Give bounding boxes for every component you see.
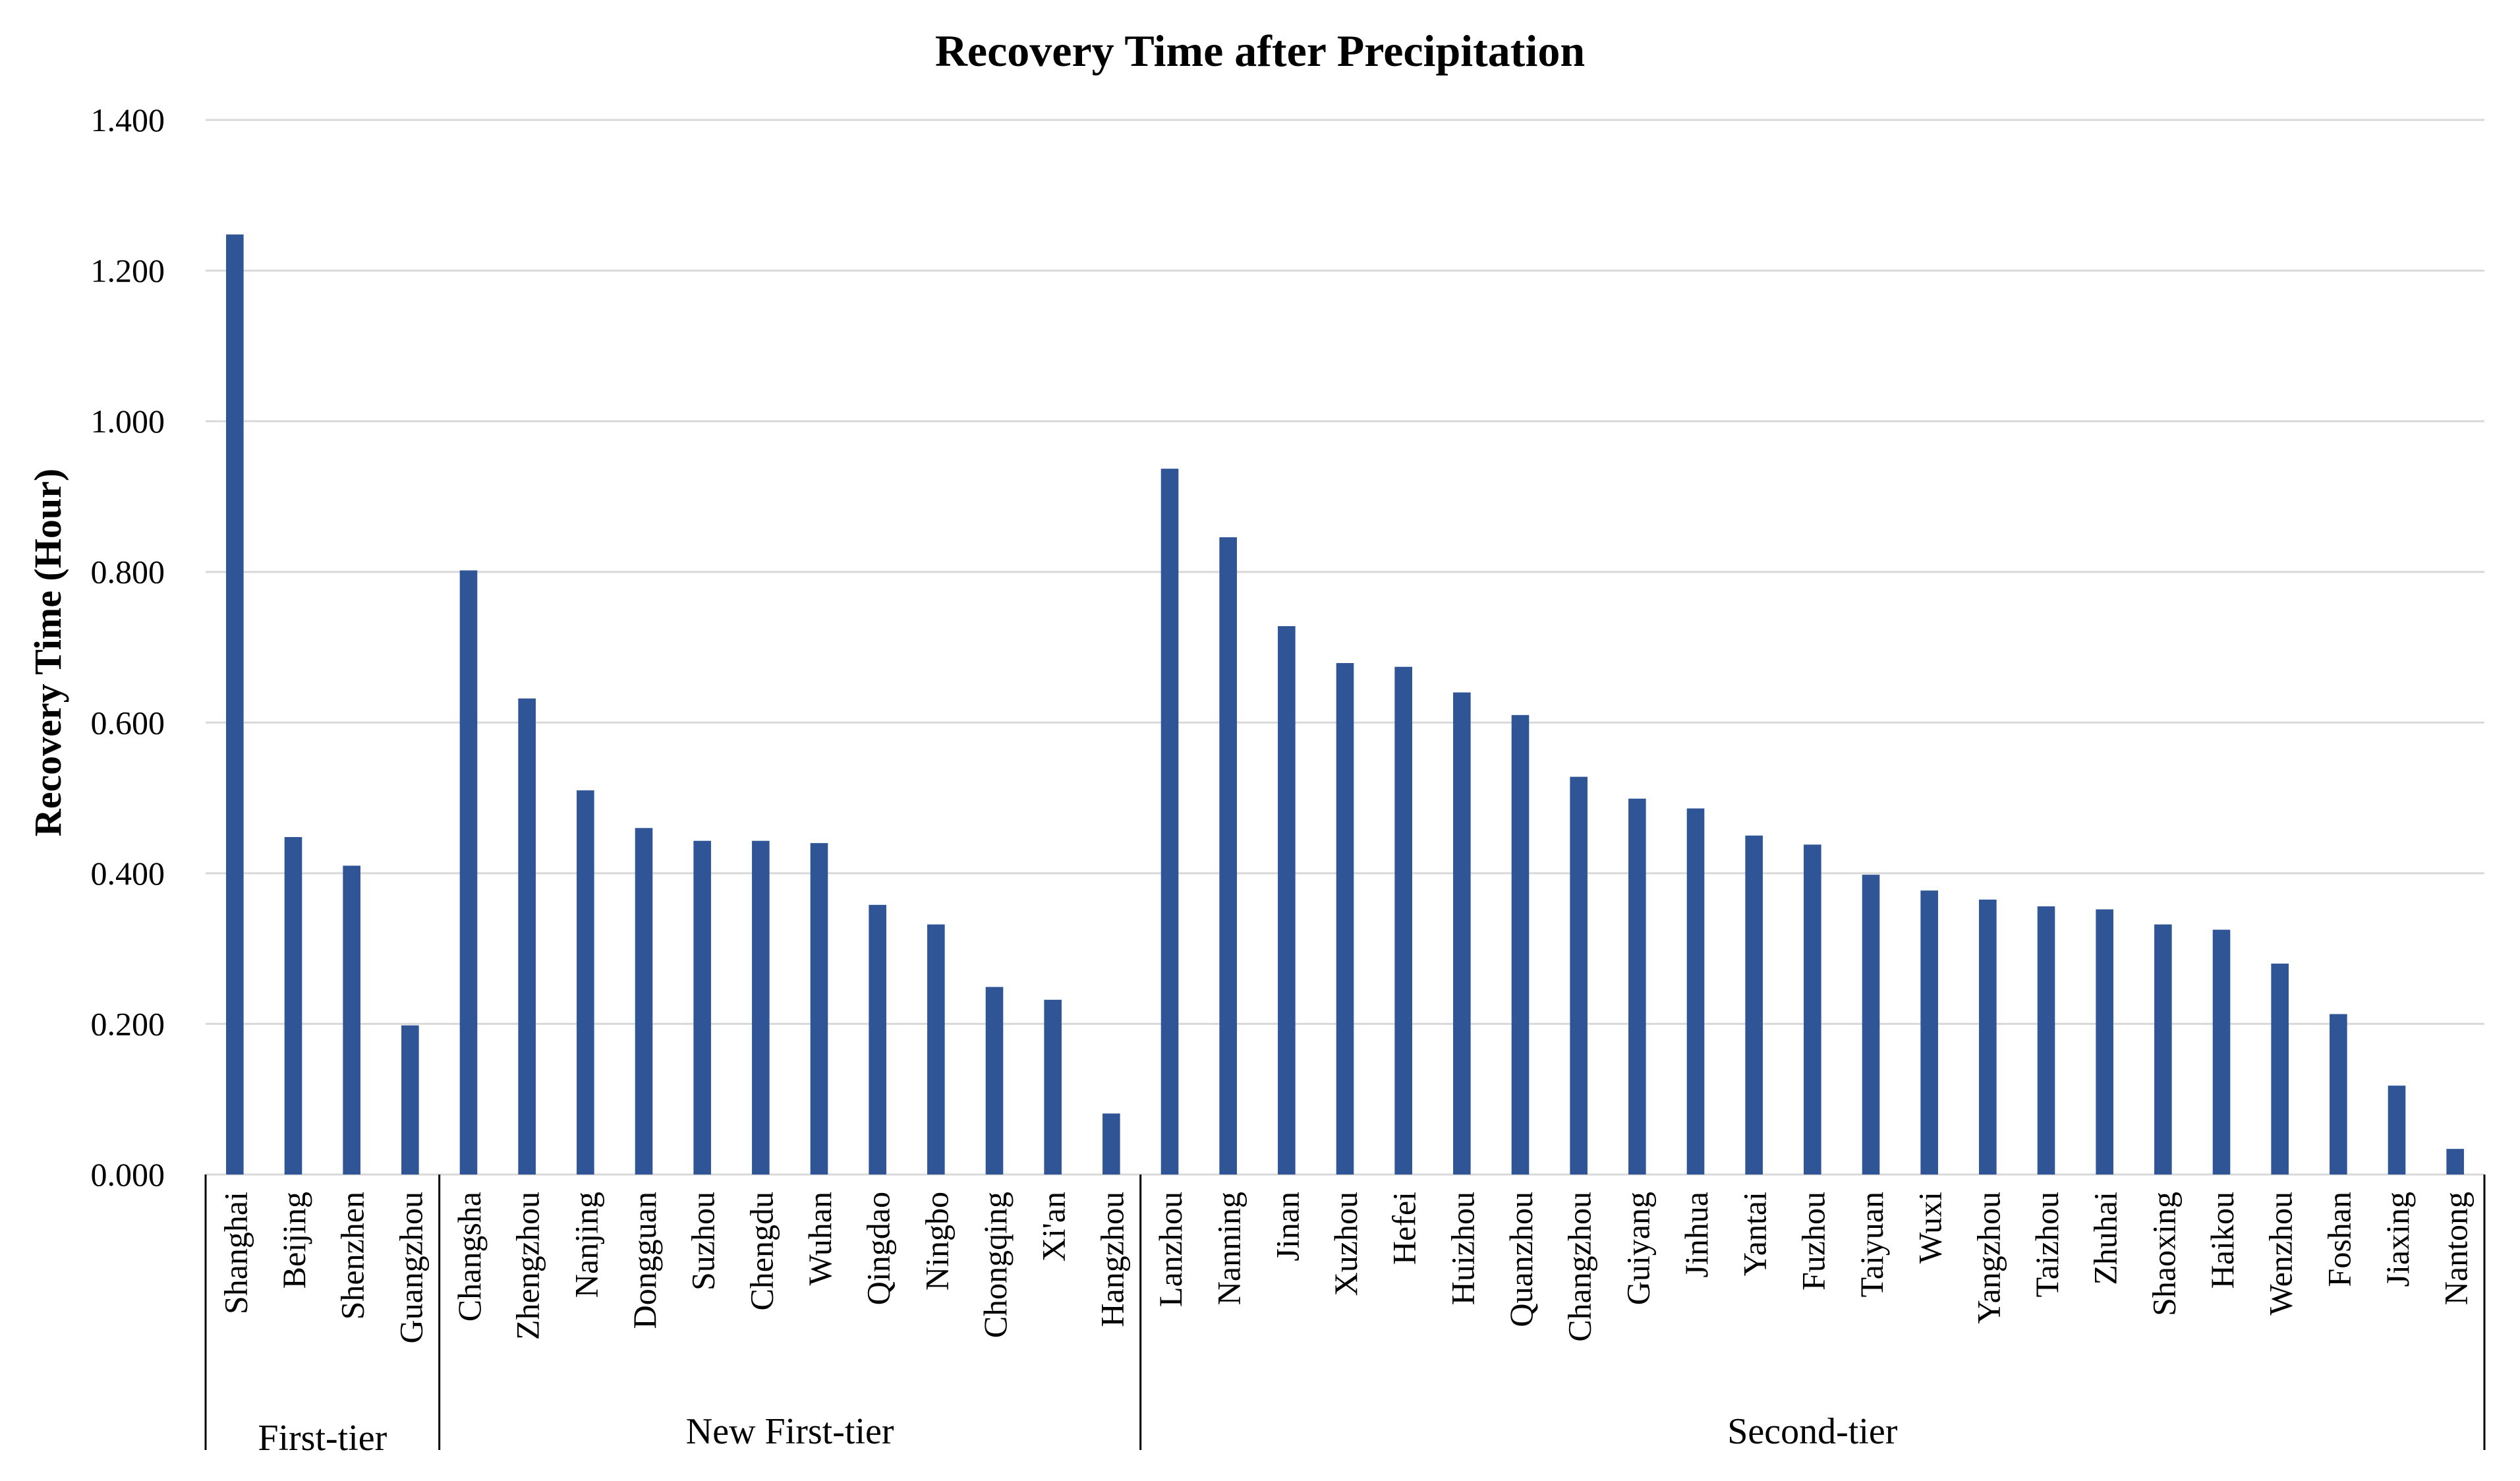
- y-tick-label: 0.400: [91, 855, 165, 892]
- group-label: First-tier: [258, 1418, 387, 1459]
- bar: [1979, 899, 1997, 1175]
- x-tick-label: Zhengzhou: [509, 1192, 546, 1340]
- bar: [1102, 1113, 1120, 1175]
- bar: [869, 904, 886, 1175]
- bar: [518, 698, 536, 1175]
- x-tick-label: Changsha: [451, 1192, 488, 1321]
- x-tick-label: Hefei: [1386, 1192, 1423, 1265]
- y-tick-label: 0.800: [91, 554, 165, 591]
- x-tick-label: Nantong: [2438, 1192, 2475, 1305]
- bar: [1862, 875, 1880, 1175]
- x-tick-label: Guiyang: [1619, 1192, 1656, 1305]
- x-tick-label: Xuzhou: [1327, 1192, 1364, 1296]
- bar: [2154, 924, 2172, 1175]
- x-tick-label: Ningbo: [918, 1192, 955, 1291]
- bar: [1686, 808, 1705, 1175]
- bar: [577, 790, 594, 1175]
- bar: [2446, 1149, 2464, 1175]
- bar: [284, 837, 302, 1175]
- x-tick-label: Jiaxing: [2379, 1192, 2416, 1287]
- x-tick-label: Quanzhou: [1503, 1192, 1539, 1327]
- x-tick-label: Xi'an: [1035, 1192, 1072, 1262]
- bar: [343, 865, 360, 1175]
- group-label: New First-tier: [686, 1411, 894, 1452]
- x-tick-label: Taizhou: [2028, 1192, 2065, 1297]
- bar: [927, 924, 945, 1175]
- bar: [2096, 909, 2113, 1175]
- bar: [1394, 666, 1412, 1175]
- chart-title: Recovery Time after Precipitation: [935, 26, 1585, 76]
- bar: [2388, 1086, 2406, 1175]
- bar: [1570, 776, 1588, 1175]
- x-tick-label: Jinhua: [1678, 1192, 1715, 1278]
- x-tick-label: Suzhou: [685, 1192, 722, 1291]
- x-tick-label: Chengdu: [743, 1192, 780, 1311]
- bar: [1160, 469, 1179, 1175]
- x-tick-label: Jinan: [1269, 1192, 1305, 1262]
- bar: [1219, 537, 1237, 1175]
- bar: [1804, 844, 1821, 1175]
- x-tick-label: Hangzhou: [1093, 1192, 1130, 1327]
- y-tick-label: 0.200: [91, 1005, 165, 1042]
- bar: [1511, 714, 1530, 1175]
- x-tick-label: Dongguan: [626, 1192, 663, 1329]
- x-tick-label: Chongqing: [977, 1192, 1014, 1338]
- x-tick-label: Lanzhou: [1152, 1192, 1189, 1307]
- group-label: Second-tier: [1727, 1411, 1897, 1452]
- x-tick-label: Fuzhou: [1794, 1192, 1831, 1291]
- x-tick-label: Foshan: [2320, 1192, 2357, 1287]
- bars: [226, 234, 2464, 1175]
- bar: [2271, 964, 2289, 1175]
- bar: [1453, 692, 1471, 1175]
- bar: [2037, 906, 2055, 1175]
- x-tick-label: Zhuhai: [2087, 1192, 2124, 1285]
- bar: [1044, 999, 1062, 1175]
- x-tick-label: Taiyuan: [1853, 1192, 1890, 1297]
- x-tick-label: Wuxi: [1912, 1192, 1949, 1263]
- category-groups: First-tier New First-tier Second-tier: [204, 1175, 2486, 1459]
- y-tick-label: 1.200: [91, 252, 165, 289]
- bar: [401, 1025, 419, 1175]
- x-tick-label: Haikou: [2204, 1192, 2241, 1289]
- y-axis-ticks: 0.000 0.200 0.400 0.600 0.800 1.000 1.200 1.400: [91, 102, 165, 1193]
- bar: [1628, 798, 1646, 1175]
- x-tick-label: Yantai: [1736, 1192, 1773, 1276]
- bar: [459, 570, 478, 1175]
- y-axis-label: Recovery Time (Hour): [26, 469, 69, 836]
- y-tick-label: 1.400: [91, 102, 165, 138]
- x-axis-ticks: Shanghai Beijing Shenzhen Guangzhou Changsha…: [217, 1192, 2474, 1344]
- bar: [1278, 626, 1296, 1175]
- bar: [693, 840, 711, 1175]
- bar: [635, 828, 653, 1175]
- x-tick-label: Guangzhou: [392, 1192, 429, 1344]
- x-tick-label: Beijing: [275, 1192, 312, 1289]
- x-tick-label: Yangzhou: [1970, 1192, 2007, 1324]
- x-tick-label: Nanning: [1211, 1192, 1247, 1305]
- x-tick-label: Shenzhen: [334, 1192, 371, 1320]
- bar: [985, 987, 1004, 1175]
- x-tick-label: Huizhou: [1444, 1192, 1481, 1305]
- x-tick-label: Wuhan: [801, 1192, 838, 1285]
- y-tick-label: 0.600: [91, 704, 165, 741]
- x-tick-label: Changzhou: [1561, 1192, 1598, 1342]
- x-tick-label: Shaoxing: [2145, 1192, 2182, 1316]
- x-tick-label: Qingdao: [860, 1192, 897, 1305]
- x-tick-label: Shanghai: [217, 1192, 254, 1314]
- bar: [1920, 890, 1938, 1175]
- x-tick-label: Wenzhou: [2262, 1192, 2299, 1316]
- y-tick-label: 0.000: [91, 1156, 165, 1193]
- bar: [226, 234, 244, 1175]
- bar: [2212, 929, 2231, 1175]
- y-tick-label: 1.000: [91, 403, 165, 440]
- bar: [752, 840, 770, 1175]
- bar: [810, 843, 828, 1175]
- bar: [2330, 1014, 2347, 1175]
- x-tick-label: Nanjing: [567, 1192, 604, 1298]
- bar: [1336, 663, 1354, 1175]
- bar: [1745, 835, 1763, 1175]
